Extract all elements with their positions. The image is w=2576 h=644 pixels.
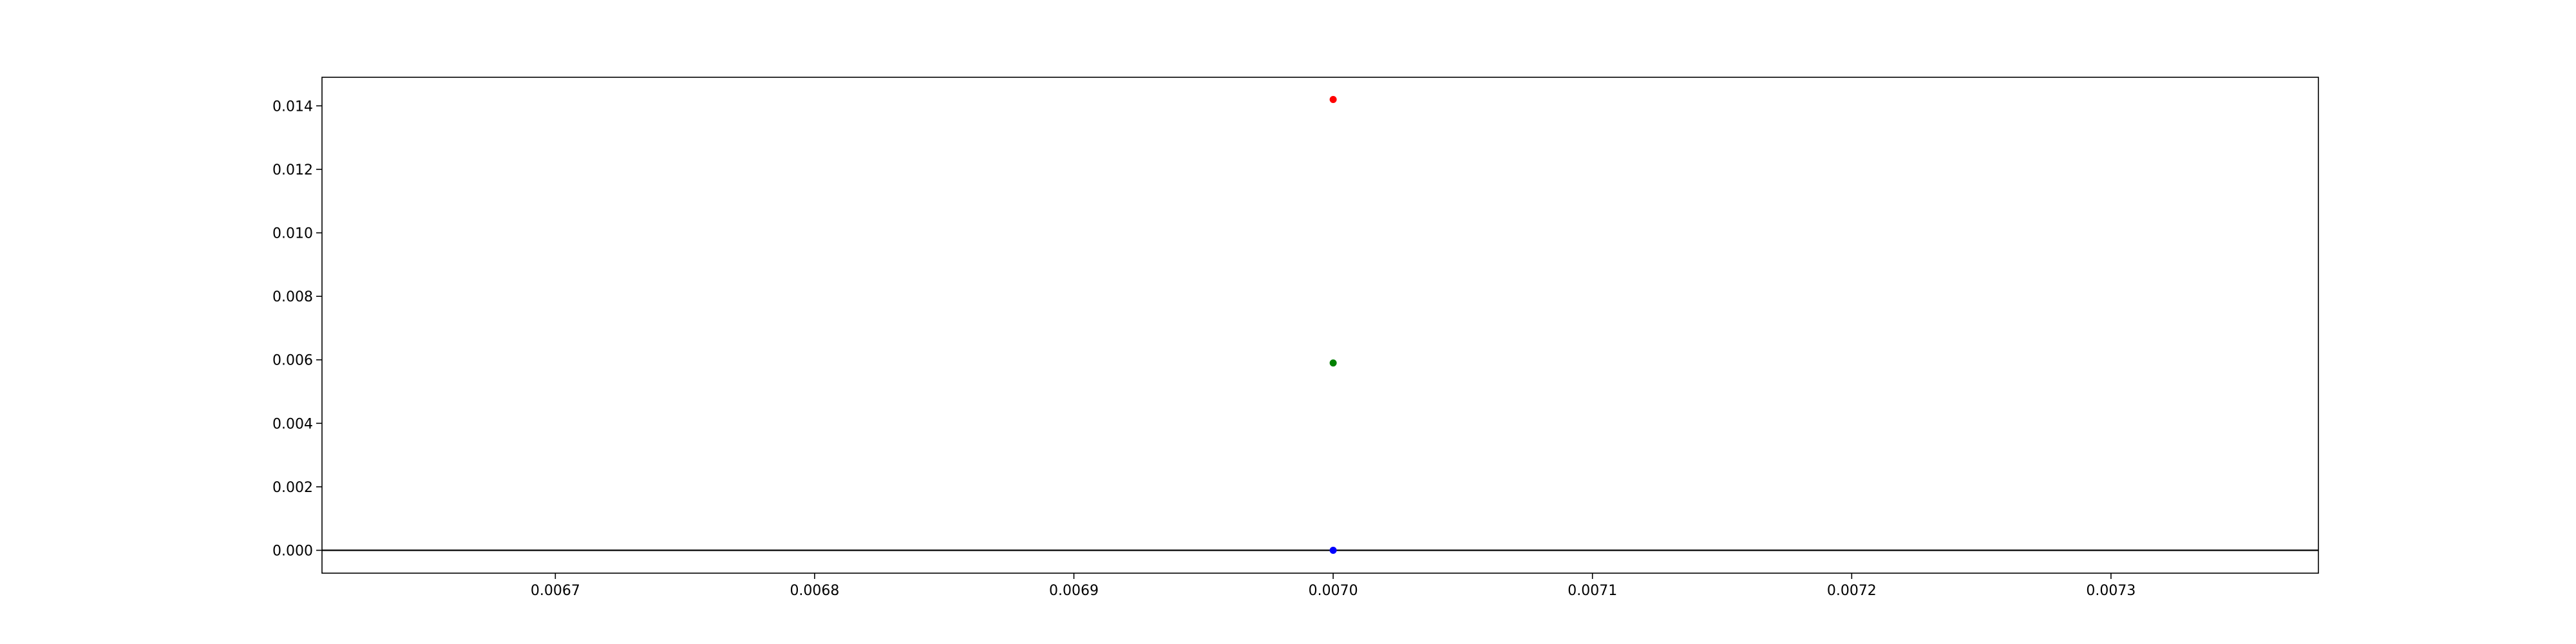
y-tick-label: 0.014: [272, 99, 313, 115]
data-point: [1329, 96, 1337, 104]
y-tick-label: 0.002: [272, 480, 313, 496]
data-point: [1329, 359, 1337, 367]
y-axis-ticks: 0.000 0.002 0.004 0.006 0.008 0.010 0.012 0.014: [272, 99, 322, 560]
x-tick-label: 0.0071: [1567, 583, 1617, 599]
plot-area-frame: [321, 77, 2319, 574]
x-tick-label: 0.0070: [1309, 583, 1358, 599]
y-tick-label: 0.010: [272, 226, 313, 242]
data-points-layer: [1329, 96, 1337, 554]
data-point: [1329, 547, 1337, 554]
x-tick-label: 0.0069: [1049, 583, 1099, 599]
x-tick-label: 0.0067: [531, 583, 580, 599]
y-tick-label: 0.008: [272, 289, 313, 305]
y-tick-label: 0.000: [272, 544, 313, 560]
x-tick-label: 0.0072: [1827, 583, 1877, 599]
y-tick-label: 0.012: [272, 162, 313, 178]
x-tick-label: 0.0073: [2086, 583, 2136, 599]
x-tick-label: 0.0068: [790, 583, 839, 599]
y-tick-label: 0.004: [272, 416, 313, 432]
x-axis-ticks: 0.0067 0.0068 0.0069 0.0070 0.0071 0.0072 0.00…: [531, 573, 2136, 599]
y-tick-label: 0.006: [272, 353, 313, 369]
